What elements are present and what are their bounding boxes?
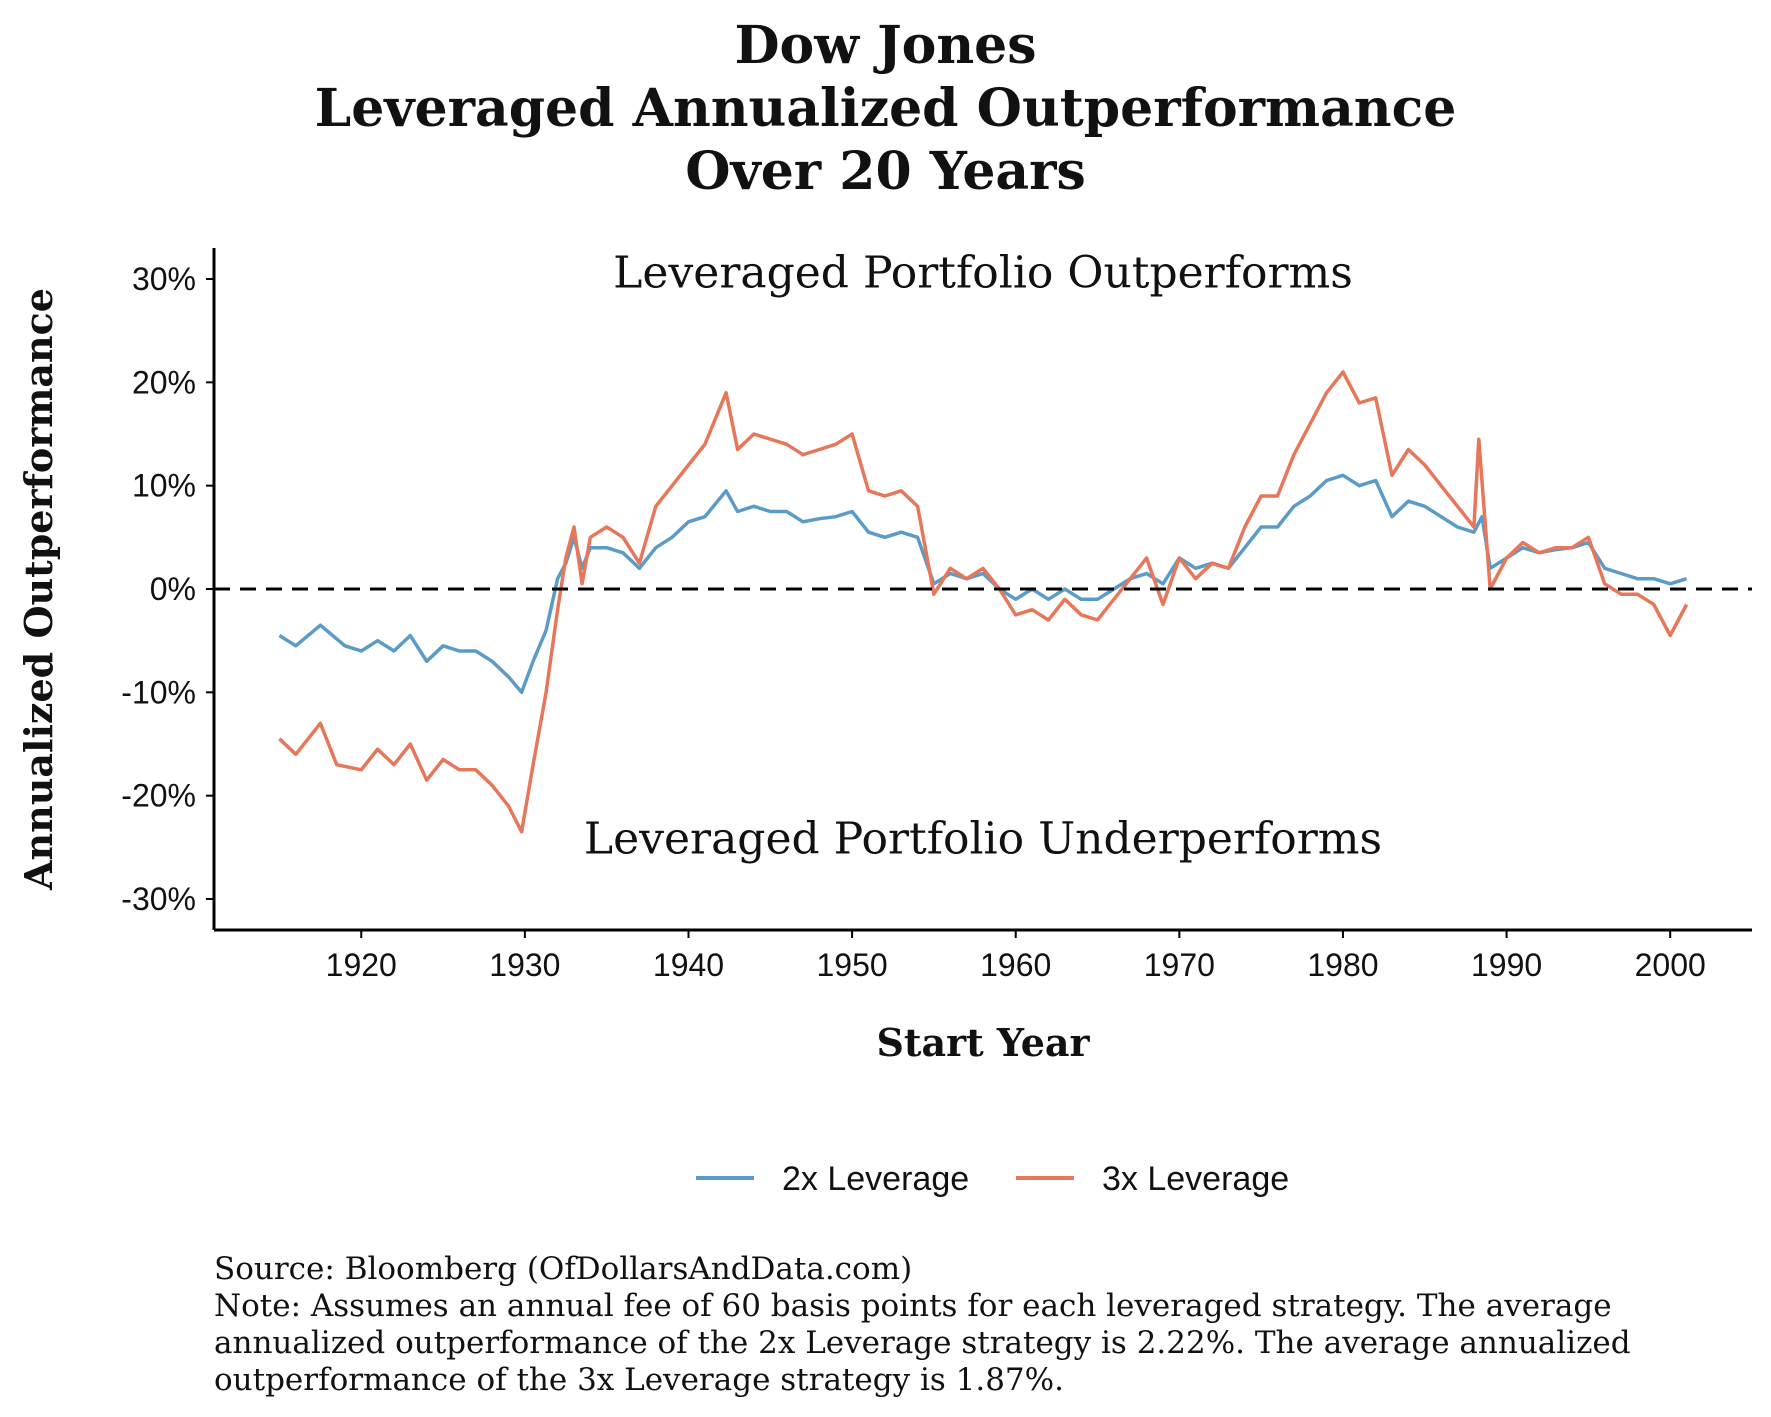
y-tick-label: 10% [132,468,196,504]
y-tick-label: -20% [121,778,196,814]
legend-label-2x: 2x Leverage [782,1160,969,1198]
x-tick-label: 1970 [1144,947,1215,983]
legend: 2x Leverage 3x Leverage [696,1160,1289,1198]
annotation-underperforms: Leveraged Portfolio Underperforms [584,814,1382,865]
series-line-2x [278,473,1688,695]
x-tick-label: 1960 [980,947,1051,983]
legend-label-3x: 3x Leverage [1102,1160,1289,1198]
y-tick-label: -10% [121,674,196,710]
caption-source: Source: Bloomberg (OfDollarsAndData.com) [214,1251,913,1287]
series-layer [278,370,1689,834]
ticks-layer: -30% -20% -10% 0% 10% 20% 30% 1920 1930 1940 1950 1… [121,261,1705,983]
x-axis-title: Start Year [876,1020,1090,1065]
annotation-outperforms: Leveraged Portfolio Outperforms [613,247,1353,298]
y-axis-title: Annualized Outperformance [16,288,61,891]
x-tick-label: 1980 [1307,947,1378,983]
x-tick-label: 1920 [326,947,397,983]
caption: Source: Bloomberg (OfDollarsAndData.com)… [214,1251,1744,1399]
series-line-3x [278,370,1689,834]
x-tick-label: 1940 [653,947,724,983]
y-tick-label: 20% [132,364,196,400]
title-line-2: Leveraged Annualized Outperformance [314,78,1457,139]
y-tick-label: 30% [132,261,196,297]
x-tick-label: 2000 [1635,947,1706,983]
x-tick-label: 1950 [817,947,888,983]
x-tick-label: 1930 [489,947,560,983]
x-tick-label: 1990 [1471,947,1542,983]
caption-note: Note: Assumes an annual fee of 60 basis … [214,1288,1631,1398]
title-line-3: Over 20 Years [685,141,1086,202]
title-line-1: Dow Jones [734,15,1037,76]
chart-title: Dow Jones Leveraged Annualized Outperfor… [0,14,1771,203]
y-tick-label: -30% [121,881,196,917]
y-tick-label: 0% [150,571,196,607]
